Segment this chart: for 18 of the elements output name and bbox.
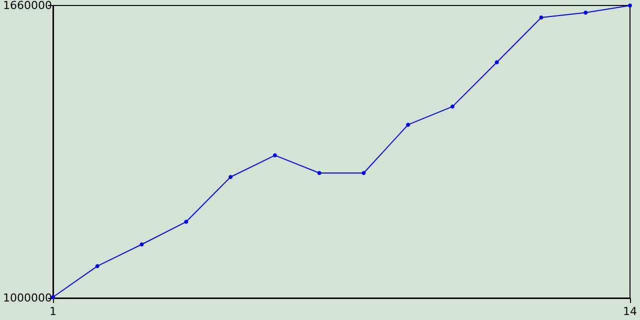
- point: [362, 171, 366, 176]
- line-series: [50, 4, 632, 300]
- point: [184, 220, 188, 224]
- point: [628, 4, 632, 8]
- x-tick-label: 14: [623, 305, 637, 318]
- point: [539, 15, 544, 20]
- point: [95, 264, 100, 268]
- point: [406, 122, 410, 127]
- y-tick-label: 1660000: [2, 0, 52, 12]
- point: [317, 171, 322, 176]
- y-tick-label: 1000000: [2, 292, 52, 304]
- point: [140, 242, 144, 246]
- point: [584, 10, 588, 15]
- point: [272, 153, 277, 158]
- x-tick-label: 1: [49, 305, 56, 318]
- point: [494, 60, 499, 64]
- point: [228, 175, 233, 180]
- point: [450, 104, 454, 109]
